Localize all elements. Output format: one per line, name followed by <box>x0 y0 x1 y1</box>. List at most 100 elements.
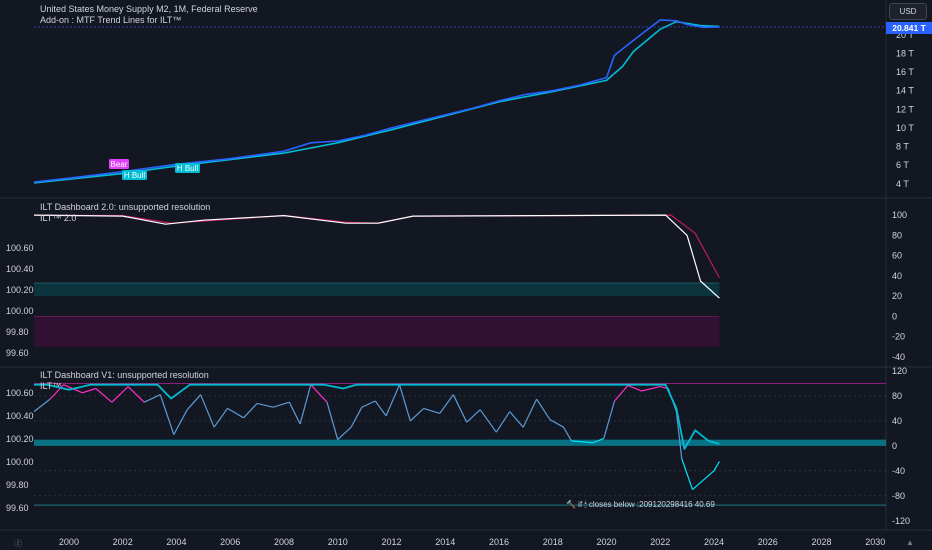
pane3-oscillator-segment <box>82 387 96 394</box>
pane3-oscillator-segment <box>385 384 401 417</box>
pane3-right-tick: 80 <box>892 391 902 401</box>
x-axis-tick: 2006 <box>220 537 240 547</box>
pane3-oscillator-segment <box>213 408 228 428</box>
main-series-trend <box>33 20 720 184</box>
x-axis-tick: 2026 <box>758 537 778 547</box>
pane3-oscillator-segment <box>479 409 497 433</box>
pane3-oscillator-segment <box>614 385 629 402</box>
pane3-oscillator-segment <box>350 406 363 428</box>
pane3-oscillator-segment <box>692 479 704 491</box>
pane3-right-tick: 0 <box>892 441 897 451</box>
pane3-oscillator-segment <box>337 426 352 441</box>
x-axis-tick: 2004 <box>166 537 186 547</box>
pane3-left-tick: 99.60 <box>6 503 29 513</box>
h-bull-label-1-bg <box>122 170 147 180</box>
pane2-right-tick: -20 <box>892 332 905 342</box>
pane3-oscillator-segment <box>200 394 215 428</box>
main-y-tick: 18 T <box>896 48 914 58</box>
pane3-oscillator-segment <box>111 386 129 403</box>
pane2-right-tick: 40 <box>892 271 902 281</box>
pane3-oscillator-segment <box>227 407 244 419</box>
currency-button[interactable]: USD <box>889 3 927 20</box>
pane3-oscillator-segment <box>326 402 339 440</box>
pane3-oscillator-segment <box>592 437 605 444</box>
pane3-oscillator-segment <box>143 394 161 403</box>
pane3-right-tick: -80 <box>892 491 905 501</box>
pane3-oscillator-segment <box>702 470 715 481</box>
x-axis-tick: 2022 <box>650 537 670 547</box>
pane3-oscillator-segment <box>522 398 538 428</box>
pane2-left-tick: 100.20 <box>6 285 34 295</box>
pane3-oscillator-segment <box>641 386 661 392</box>
pane3-title[interactable]: ILT Dashboard V1: unsupported resolution <box>40 370 209 380</box>
pane3-left-tick: 100.60 <box>6 388 34 398</box>
pane3-oscillator-segment <box>452 394 468 423</box>
main-y-tick: 12 T <box>896 104 914 114</box>
x-axis-tick: 2016 <box>489 537 509 547</box>
pane3-band <box>34 439 886 446</box>
pane3-signal <box>34 383 720 450</box>
x-axis-tick: 2028 <box>811 537 831 547</box>
bear-label-bg <box>109 159 129 169</box>
main-y-tick: 4 T <box>896 179 909 189</box>
pane3-oscillator-segment <box>681 458 694 490</box>
pane2-left-tick: 100.00 <box>6 306 34 316</box>
pane3-right-tick: 40 <box>892 416 902 426</box>
pane3-oscillator-segment <box>95 388 113 403</box>
timezone-icon[interactable]: ⓩ <box>14 539 22 548</box>
pane3-oscillator-segment <box>273 401 290 408</box>
main-y-tick: 8 T <box>896 142 909 152</box>
pane3-oscillator-segment <box>243 402 258 419</box>
h-bull-label-1: H Bull <box>124 171 146 180</box>
bear-label: Bear <box>111 160 128 169</box>
pane3-oscillator-segment <box>33 398 51 413</box>
pane3-oscillator-segment <box>627 384 642 392</box>
pane3-oscillator-segment <box>256 402 274 408</box>
pane3-oscillator-segment <box>423 407 440 414</box>
x-axis-tick: 2008 <box>274 537 294 547</box>
pane3-left-tick: 100.20 <box>6 434 34 444</box>
pane2-right-tick: 20 <box>892 291 902 301</box>
pane3-oscillator-segment <box>562 426 573 442</box>
pane2-right-tick: 80 <box>892 230 902 240</box>
pane3-subtitle: ILT™ <box>40 381 62 391</box>
main-y-tick: 10 T <box>896 123 914 133</box>
x-axis-tick: 2030 <box>865 537 885 547</box>
pane3-oscillator-segment <box>603 400 616 439</box>
symbol-title[interactable]: United States Money Supply M2, 1M, Feder… <box>40 4 258 14</box>
main-y-tick: 6 T <box>896 160 909 170</box>
pane2-left-tick: 100.60 <box>6 243 34 253</box>
main-y-tick: 16 T <box>896 67 914 77</box>
pane2-right-tick: -40 <box>892 352 905 362</box>
main-y-tick: 14 T <box>896 86 914 96</box>
pane3-right-tick: 120 <box>892 366 907 376</box>
pane3-oscillator-segment <box>713 461 720 472</box>
pane3-oscillator-segment <box>495 411 511 433</box>
pane3-oscillator-segment <box>398 384 411 422</box>
pane3-left-tick: 100.40 <box>6 411 34 421</box>
x-axis-tick: 2024 <box>704 537 724 547</box>
pane2-title[interactable]: ILT Dashboard 2.0: unsupported resolutio… <box>40 202 211 212</box>
pane3-oscillator-segment <box>439 394 454 414</box>
pane3-oscillator-segment <box>288 401 301 425</box>
x-axis-tick: 2010 <box>328 537 348 547</box>
last-price-badge: 20.841 T <box>886 22 932 34</box>
x-axis-tick: 2000 <box>59 537 79 547</box>
pane2-right-tick: 60 <box>892 251 902 261</box>
pane3-oscillator-segment <box>186 394 202 411</box>
pane3-oscillator-segment <box>675 411 683 459</box>
auto-scale-icon[interactable]: ▲ <box>906 538 914 547</box>
pane3-right-tick: -120 <box>892 516 910 526</box>
x-axis-tick: 2012 <box>381 537 401 547</box>
pane2-series-fast <box>33 214 720 299</box>
pane2-band-2 <box>34 316 720 347</box>
pane2-left-tick: 99.60 <box>6 348 29 358</box>
pane2-band-1 <box>34 282 720 297</box>
pane3-right-tick: -40 <box>892 466 905 476</box>
pane3-oscillator-segment <box>159 394 175 435</box>
pane3-alert-label: 🔨 if 🕯 closes below :209120298416 40.69 <box>566 500 715 509</box>
pane2-subtitle: ILT™ 2.0 <box>40 213 77 223</box>
pane3-oscillator-segment <box>509 411 524 428</box>
pane2-left-tick: 100.40 <box>6 264 34 274</box>
